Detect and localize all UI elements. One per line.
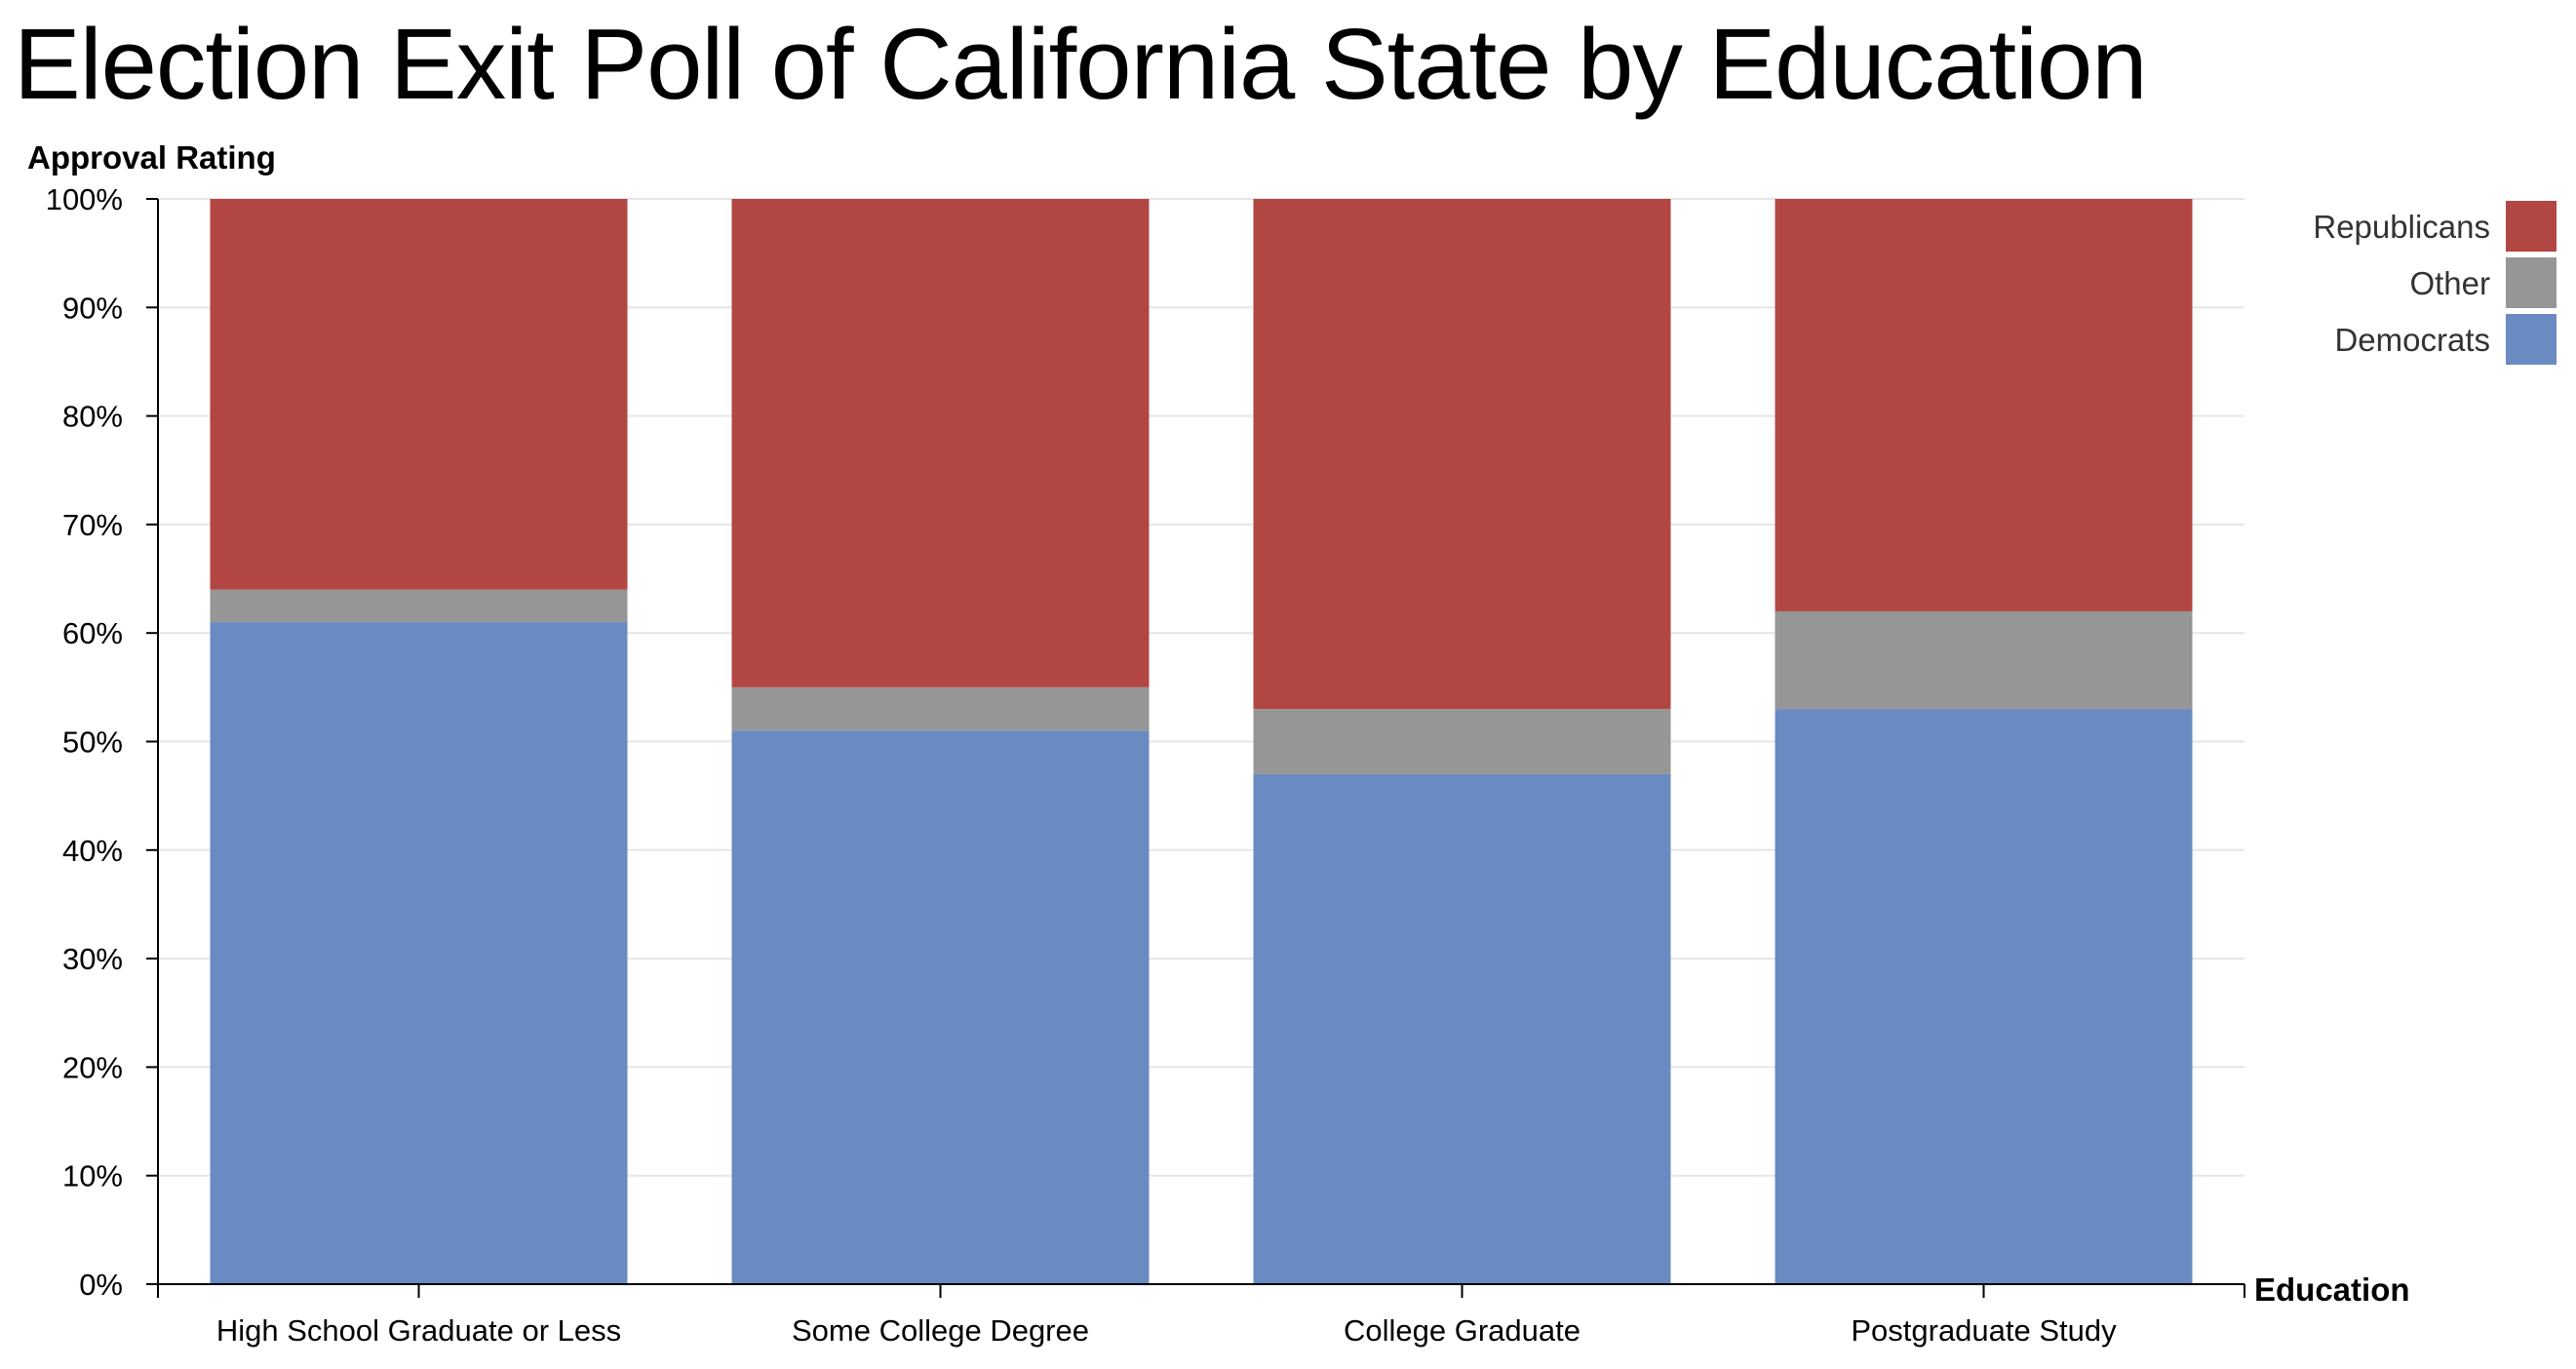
bar-segment-democrats[interactable] xyxy=(1253,773,1671,1284)
x-tick-label: Some College Degree xyxy=(792,1313,1089,1348)
bar-segment-democrats[interactable] xyxy=(1775,709,2193,1284)
legend-swatch xyxy=(2506,257,2556,308)
y-tick-label: 100% xyxy=(46,182,123,216)
legend-swatch xyxy=(2506,314,2556,365)
bar-segment-republicans[interactable] xyxy=(731,199,1150,687)
x-tick-label: Postgraduate Study xyxy=(1851,1313,2117,1348)
y-tick-label: 30% xyxy=(62,942,123,976)
bar-segment-republicans[interactable] xyxy=(1775,199,2193,611)
legend-item[interactable]: Other xyxy=(2409,257,2556,308)
legend-label: Other xyxy=(2409,265,2490,301)
y-axis-ticks: 0% 10% 20% 30% 40% 50% 60% 70% 80% 90% 100% xyxy=(46,182,158,1302)
x-tick-label: High School Graduate or Less xyxy=(216,1313,621,1348)
bar-segment-other[interactable] xyxy=(1775,610,2193,710)
bar-segment-democrats[interactable] xyxy=(731,730,1150,1284)
legend: Republicans Other Democrats xyxy=(2313,201,2556,365)
bar-segment-other[interactable] xyxy=(1253,709,1671,774)
x-axis-title: Education xyxy=(2254,1271,2410,1308)
x-axis-ticks: High School Graduate or Less Some College… xyxy=(216,1284,2117,1348)
y-tick-label: 60% xyxy=(62,616,123,650)
legend-label: Republicans xyxy=(2313,209,2490,245)
y-tick-label: 20% xyxy=(62,1050,123,1084)
bar-segment-other[interactable] xyxy=(731,686,1150,731)
bars xyxy=(210,199,2193,1284)
y-tick-label: 90% xyxy=(62,291,123,325)
legend-item[interactable]: Republicans xyxy=(2313,201,2556,252)
y-axis-title: Approval Rating xyxy=(27,139,276,176)
y-tick-label: 40% xyxy=(62,834,123,868)
legend-label: Democrats xyxy=(2334,322,2490,358)
bar-segment-republicans[interactable] xyxy=(210,199,628,590)
x-tick-label: College Graduate xyxy=(1344,1313,1581,1348)
legend-swatch xyxy=(2506,201,2556,252)
y-tick-label: 50% xyxy=(62,725,123,760)
bar-segment-republicans[interactable] xyxy=(1253,199,1671,710)
y-tick-label: 70% xyxy=(62,508,123,542)
y-tick-label: 80% xyxy=(62,400,123,434)
legend-item[interactable]: Democrats xyxy=(2334,314,2556,365)
bar-segment-democrats[interactable] xyxy=(210,622,628,1284)
bar-segment-other[interactable] xyxy=(210,589,628,623)
y-tick-label: 0% xyxy=(79,1268,123,1302)
chart-title: Election Exit Poll of California State b… xyxy=(14,8,2148,120)
y-tick-label: 10% xyxy=(62,1159,123,1193)
